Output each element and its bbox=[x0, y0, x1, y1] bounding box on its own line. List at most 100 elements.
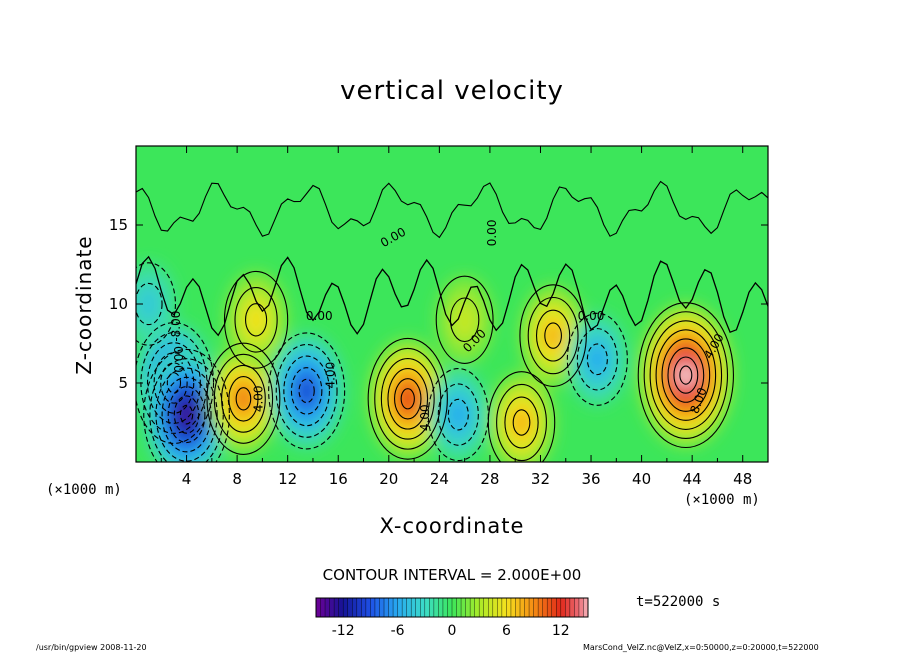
colorbar-segment bbox=[547, 598, 553, 617]
colorbar-segment bbox=[529, 598, 534, 617]
colorbar-segment bbox=[574, 598, 580, 617]
contour-line bbox=[290, 367, 323, 415]
colorbar-segment bbox=[393, 598, 398, 617]
colorbar-segment bbox=[488, 598, 494, 617]
contour-line bbox=[527, 296, 579, 375]
contour-line bbox=[435, 275, 494, 364]
contour-line bbox=[179, 404, 194, 425]
contour-line bbox=[519, 284, 587, 387]
contour-line bbox=[283, 355, 330, 427]
x-axis-ticks: 4 8 12 16 20 24 28 32 36 40 44 48 bbox=[160, 146, 752, 488]
contour-line bbox=[136, 262, 176, 346]
colorbar-segment bbox=[461, 598, 466, 617]
colorbar-segment bbox=[479, 598, 485, 617]
contour-interval-label: CONTOUR INTERVAL = 2.000E+00 bbox=[322, 566, 582, 584]
colorbar-segment bbox=[470, 598, 475, 617]
field-cell bbox=[299, 379, 315, 403]
field-cell bbox=[450, 298, 479, 342]
colorbar-segment bbox=[320, 598, 326, 617]
colorbar-segment bbox=[560, 598, 566, 617]
x-tick-label: 20 bbox=[379, 470, 398, 488]
colorbar-segment bbox=[506, 598, 512, 617]
contour-line bbox=[160, 362, 188, 404]
contour-line bbox=[149, 358, 224, 462]
x-tick-label: 4 bbox=[182, 470, 192, 488]
contour-line bbox=[143, 348, 230, 462]
contour-line bbox=[223, 270, 289, 369]
colorbar-segment bbox=[352, 598, 358, 617]
colorbar-segment bbox=[542, 598, 548, 617]
contour-line bbox=[667, 347, 705, 403]
x-tick-label: 8 bbox=[232, 470, 242, 488]
y-tick-label: 15 bbox=[109, 216, 128, 234]
x-unit-right-label: (×1000 m) bbox=[684, 492, 760, 508]
plot-area: 0.000.000.000.000.00-8.004.004.004.004.0… bbox=[135, 145, 769, 463]
field-cell bbox=[180, 405, 193, 424]
colorbar-segment bbox=[533, 598, 539, 617]
colorbar-tick-label: 12 bbox=[552, 623, 570, 639]
y-axis-ticks: 5 10 15 bbox=[109, 216, 768, 392]
contour-line bbox=[380, 357, 435, 440]
contour-line bbox=[576, 328, 618, 391]
contour-line bbox=[235, 387, 252, 411]
field-cell bbox=[679, 366, 692, 385]
contour-line bbox=[449, 297, 480, 343]
contour-line bbox=[367, 337, 448, 460]
contour-line bbox=[161, 376, 212, 453]
x-axis-label: X-coordinate bbox=[379, 514, 525, 538]
x-tick-label: 44 bbox=[683, 470, 702, 488]
field-cell bbox=[544, 322, 562, 349]
colorbar-segment bbox=[447, 598, 453, 617]
contour-label: 4.00 bbox=[323, 362, 337, 389]
colorbar-segment bbox=[379, 598, 385, 617]
field-cell bbox=[448, 399, 469, 430]
colorbar-segment bbox=[456, 598, 462, 617]
contour-line bbox=[298, 378, 315, 404]
colorbar-segment bbox=[334, 598, 339, 617]
colorbar-tick-label: -12 bbox=[332, 623, 355, 639]
colorbar-segment bbox=[411, 598, 417, 617]
x-tick-label: 32 bbox=[531, 470, 550, 488]
contour-line bbox=[544, 322, 562, 349]
colorbar-segment bbox=[415, 598, 421, 617]
colorbar-frame bbox=[315, 597, 589, 618]
contour-line bbox=[394, 378, 422, 420]
contour-line bbox=[655, 329, 717, 421]
colorbar-segment bbox=[524, 598, 530, 617]
colorbar-segment bbox=[538, 598, 543, 617]
contour-line bbox=[166, 372, 182, 394]
contour-line bbox=[136, 322, 215, 444]
contour-line bbox=[512, 409, 531, 436]
colorbar-segment bbox=[433, 598, 439, 617]
colorbar-segment bbox=[474, 598, 480, 617]
contour-line bbox=[586, 343, 608, 376]
contour-line bbox=[661, 338, 711, 412]
contour-line bbox=[679, 365, 693, 385]
contour-line bbox=[213, 353, 274, 444]
colorbar-segment bbox=[515, 598, 521, 617]
colorbar-segment bbox=[510, 598, 516, 617]
contour-line bbox=[244, 303, 268, 337]
colorbar-segment bbox=[388, 598, 394, 617]
footer-right: MarsCond_VelZ.nc@VelZ,x=0:50000,z=0:2000… bbox=[583, 643, 819, 652]
x-tick-label: 40 bbox=[632, 470, 651, 488]
chart-title: vertical velocity bbox=[340, 76, 564, 106]
colorbar-segment bbox=[420, 598, 426, 617]
contour-line bbox=[447, 398, 469, 431]
contour-line bbox=[643, 311, 729, 439]
colorbar-segment bbox=[365, 598, 371, 617]
colorbar-tick-label: 6 bbox=[502, 623, 511, 639]
colorbar-segment bbox=[356, 598, 362, 617]
colorbar-segment bbox=[501, 598, 507, 617]
field-cell bbox=[513, 409, 530, 436]
y-tick-label: 10 bbox=[109, 295, 128, 313]
colorbar: -12 -6 0 6 12 bbox=[315, 597, 589, 639]
contour-label: 0.00 bbox=[306, 309, 333, 323]
colorbar-segment bbox=[483, 598, 489, 617]
contour-line bbox=[637, 302, 734, 449]
footer-left: /usr/bin/gpview 2008-11-20 bbox=[36, 643, 147, 652]
colorbar-segment bbox=[384, 598, 389, 617]
contour-line bbox=[275, 343, 338, 438]
field-cell bbox=[136, 283, 163, 325]
